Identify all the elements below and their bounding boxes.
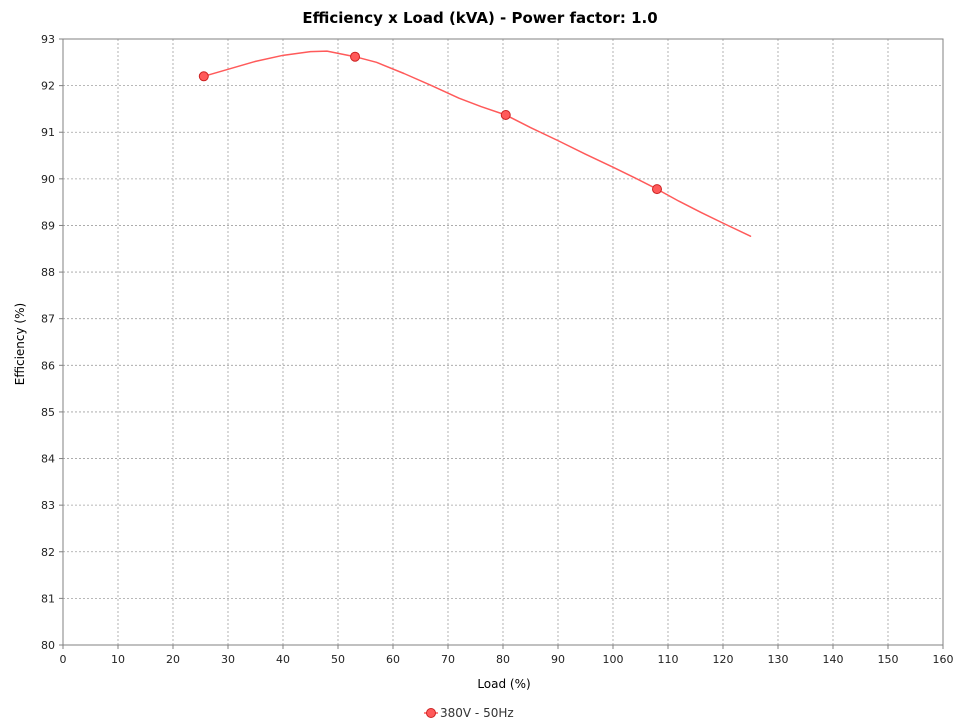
- y-tick-label: 91: [41, 126, 55, 139]
- y-tick-label: 86: [41, 359, 55, 372]
- y-tick-label: 90: [41, 173, 55, 186]
- y-tick-label: 82: [41, 546, 55, 559]
- legend-series-label: 380V - 50Hz: [440, 706, 514, 720]
- data-point: [652, 184, 662, 195]
- x-tick-label: 140: [823, 653, 844, 666]
- y-tick-label: 89: [41, 219, 55, 232]
- x-tick-label: 160: [933, 653, 954, 666]
- legend: 380V - 50Hz: [424, 706, 514, 720]
- x-tick-label: 60: [386, 653, 400, 666]
- legend-point-marker: [426, 708, 436, 718]
- x-tick-label: 10: [111, 653, 125, 666]
- data-point: [500, 109, 511, 120]
- y-tick-label: 81: [41, 592, 55, 605]
- data-point: [350, 51, 361, 62]
- x-tick-label: 80: [496, 653, 510, 666]
- x-tick-label: 30: [221, 653, 235, 666]
- y-tick-label: 85: [41, 406, 55, 419]
- y-tick-label: 87: [41, 313, 55, 326]
- y-tick-label: 80: [41, 639, 55, 652]
- x-tick-label: 100: [603, 653, 624, 666]
- x-tick-label: 20: [166, 653, 180, 666]
- y-tick-label: 83: [41, 499, 55, 512]
- data-point: [198, 71, 209, 82]
- x-tick-label: 40: [276, 653, 290, 666]
- y-tick-label: 93: [41, 33, 55, 46]
- x-tick-label: 50: [331, 653, 345, 666]
- x-tick-label: 110: [658, 653, 679, 666]
- x-tick-label: 120: [713, 653, 734, 666]
- x-tick-label: 150: [878, 653, 899, 666]
- plot-area: 0 10 20 30 40 50 60 70 80 90 100 110 120 130 140 150 160…: [41, 33, 954, 666]
- y-tick-label: 92: [41, 80, 55, 93]
- x-tick-label: 130: [768, 653, 789, 666]
- y-tick-label: 88: [41, 266, 55, 279]
- x-tick-label: 90: [551, 653, 565, 666]
- x-tick-label: 70: [441, 653, 455, 666]
- x-tick-label: 0: [60, 653, 67, 666]
- chart-title: Efficiency x Load (kVA) - Power factor: …: [302, 9, 657, 27]
- plot-background: [63, 39, 943, 645]
- y-tick-label: 84: [41, 453, 55, 466]
- x-axis-label: Load (%): [477, 677, 530, 691]
- y-axis-label: Efficiency (%): [13, 303, 27, 385]
- series-line: [203, 50, 752, 237]
